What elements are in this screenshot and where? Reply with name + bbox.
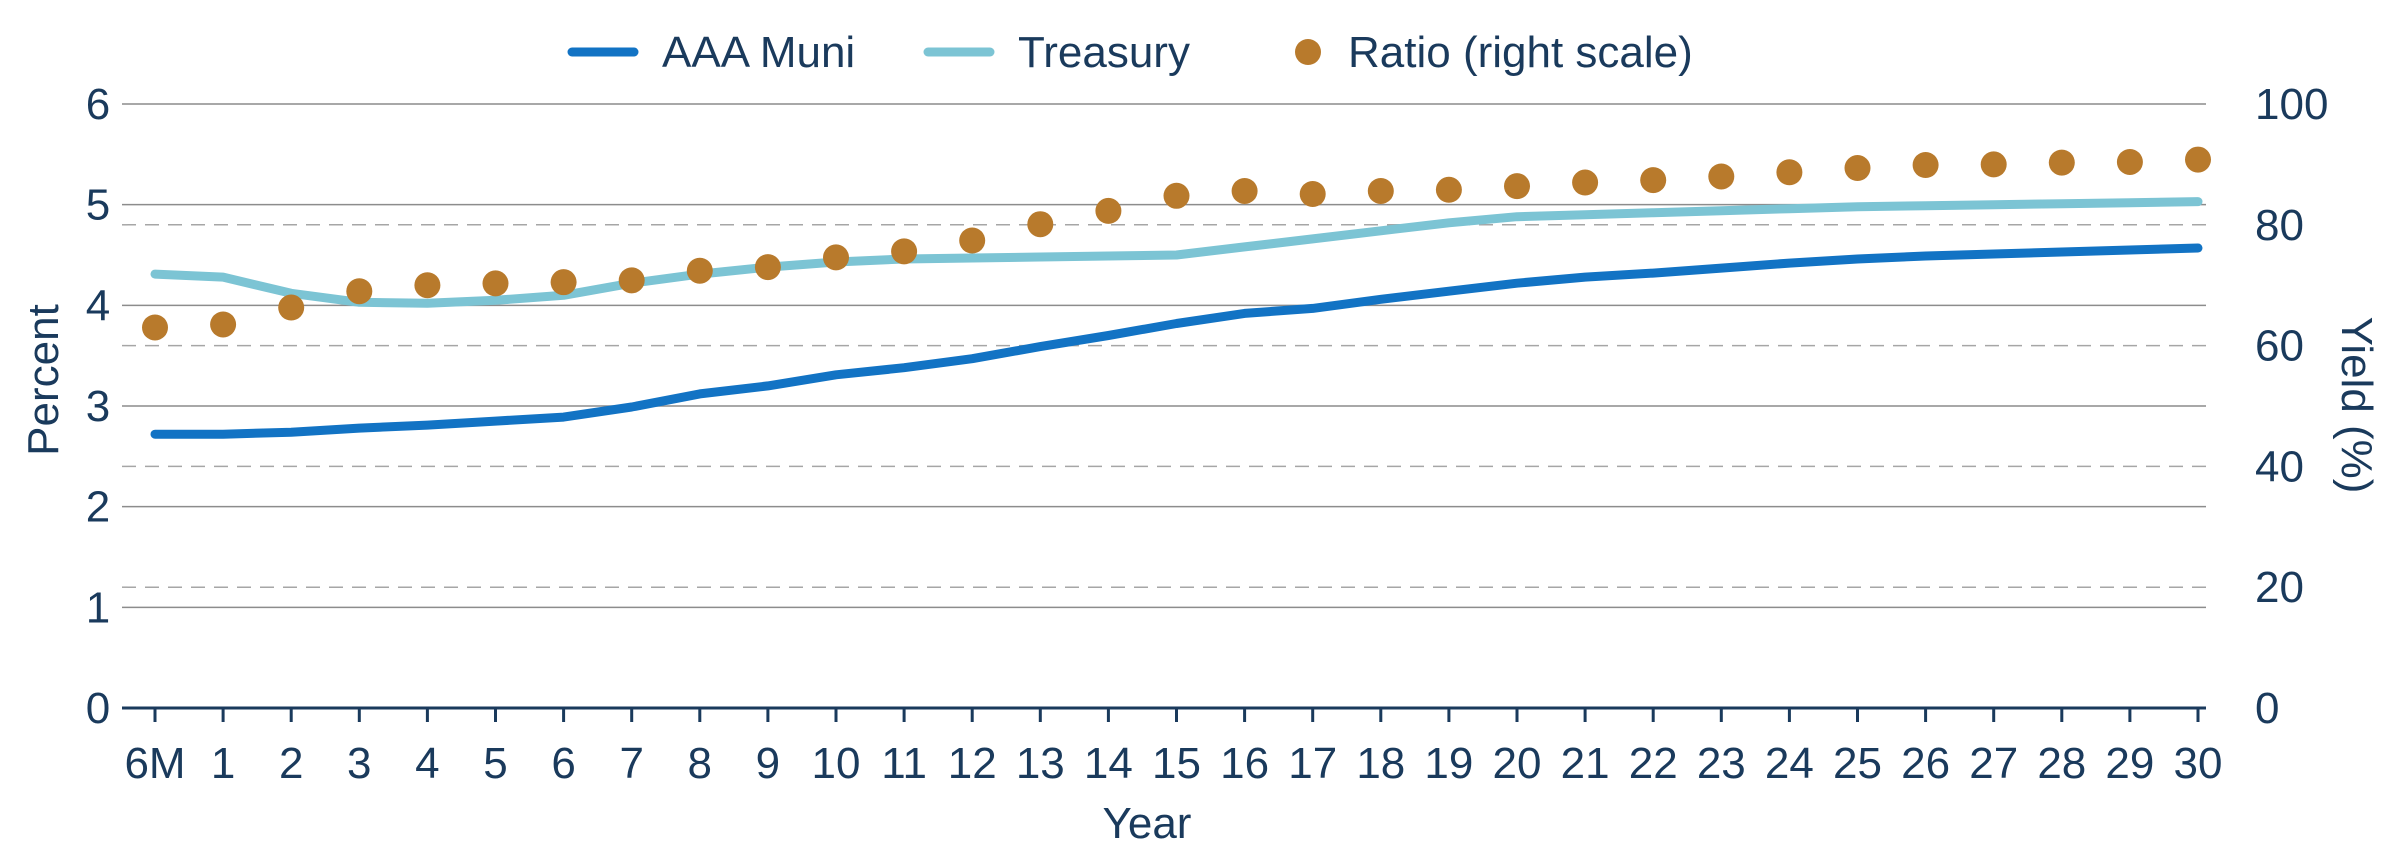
ratio-point: [1912, 152, 1939, 179]
ratio-point: [482, 270, 509, 297]
ratio-point: [618, 267, 645, 294]
ratio-point: [1435, 176, 1462, 203]
series-line-aaa-muni: [150, 243, 2203, 439]
right-tick-label: 20: [2255, 563, 2304, 612]
x-tick-label: 14: [1084, 739, 1133, 788]
ratio-point: [959, 227, 986, 254]
ratio-point: [2116, 148, 2143, 175]
ratio-point: [1708, 163, 1735, 190]
right-tick-label: 0: [2255, 684, 2279, 733]
right-tick-label: 60: [2255, 322, 2304, 371]
x-tick-label: 8: [688, 739, 712, 788]
x-tick-label: 12: [948, 739, 997, 788]
x-tick-label: 10: [812, 739, 861, 788]
ratio-point: [891, 238, 918, 265]
x-tick-label: 7: [619, 739, 643, 788]
legend-label-aaa-muni: AAA Muni: [662, 28, 855, 77]
left-tick-label: 0: [86, 684, 110, 733]
right-axis-gridlines: [122, 224, 2206, 588]
ratio-point: [1844, 155, 1871, 182]
series-layer: [142, 146, 2211, 439]
ratio-point: [278, 294, 305, 321]
x-tick-label: 20: [1493, 739, 1542, 788]
right-y-axis-title: Yield (%): [2332, 317, 2381, 494]
right-tick-label: 40: [2255, 442, 2304, 491]
x-tick-label: 28: [2037, 739, 2086, 788]
ratio-point: [686, 257, 713, 284]
left-tick-label: 4: [86, 281, 110, 330]
legend-label-ratio-right-scale: Ratio (right scale): [1348, 28, 1693, 77]
left-tick-label: 1: [86, 583, 110, 632]
legend: AAA Muni Treasury Ratio (right scale): [567, 28, 1693, 77]
right-y-axis-ticks: 0 20 40 60 80 100: [2255, 80, 2328, 733]
ratio-point: [2185, 146, 2211, 173]
left-y-axis-ticks: 0 1 2 3 4 5 6: [86, 80, 110, 733]
x-tick-label: 17: [1288, 739, 1337, 788]
x-tick-label: 4: [415, 739, 439, 788]
x-tick-label: 16: [1220, 739, 1269, 788]
ratio-point: [1163, 182, 1190, 209]
ratio-point: [754, 254, 781, 281]
x-tick-label: 24: [1765, 739, 1814, 788]
x-tick-label: 11: [881, 739, 927, 788]
ratio-point: [550, 269, 577, 296]
ratio-point: [1504, 173, 1530, 200]
left-y-axis-title: Percent: [19, 304, 68, 456]
ratio-point: [414, 272, 441, 299]
x-tick-label: 23: [1697, 739, 1746, 788]
x-tick-label: 13: [1016, 739, 1065, 788]
x-tick-label: 3: [347, 739, 371, 788]
ratio-point: [1299, 180, 1326, 207]
x-tick-label: 9: [756, 739, 780, 788]
ratio-point: [1980, 151, 2007, 178]
x-tick-label: 27: [1969, 739, 2018, 788]
x-tick-label: 6: [551, 739, 575, 788]
left-axis-gridlines: [122, 103, 2206, 609]
x-tick-label: 22: [1629, 739, 1678, 788]
x-tick-label: 26: [1901, 739, 1950, 788]
legend-swatch-ratio-right-scale: [1295, 39, 1321, 65]
ratio-point: [1640, 167, 1667, 194]
ratio-point: [1095, 197, 1122, 224]
x-axis: 6M 1 2 3 4 5 6 7 8 9 10 11 12 13 14 15 16 17 18 19 20 21 22 23 2…: [122, 706, 2223, 788]
x-tick-label: 21: [1561, 739, 1610, 788]
ratio-point: [1776, 159, 1803, 186]
x-tick-label: 15: [1152, 739, 1201, 788]
left-tick-label: 6: [86, 80, 110, 129]
ratio-point: [1231, 177, 1258, 204]
ratio-point: [1367, 177, 1394, 204]
left-tick-label: 3: [86, 382, 110, 431]
legend-label-treasury: Treasury: [1018, 28, 1190, 77]
x-tick-label: 2: [279, 739, 303, 788]
ratio-point: [210, 311, 237, 338]
left-tick-label: 2: [86, 483, 110, 532]
x-tick-label: 25: [1833, 739, 1882, 788]
ratio-point: [1027, 211, 1054, 238]
ratio-point: [346, 278, 373, 305]
ratio-point: [2048, 149, 2075, 176]
left-tick-label: 5: [86, 181, 110, 230]
x-tick-label: 18: [1356, 739, 1405, 788]
ratio-point: [1572, 169, 1599, 196]
ratio-point: [142, 314, 168, 341]
x-axis-title: Year: [1103, 799, 1192, 848]
ratio-point: [823, 244, 849, 271]
x-tick-label: 1: [211, 739, 235, 788]
right-tick-label: 100: [2255, 80, 2328, 129]
x-tick-label: 5: [483, 739, 507, 788]
right-tick-label: 80: [2255, 201, 2304, 250]
x-tick-label: 29: [2105, 739, 2154, 788]
x-tick-label: 6M: [124, 739, 185, 788]
x-tick-label: 30: [2174, 739, 2223, 788]
series-line-treasury: [150, 197, 2203, 308]
x-tick-label: 19: [1424, 739, 1473, 788]
